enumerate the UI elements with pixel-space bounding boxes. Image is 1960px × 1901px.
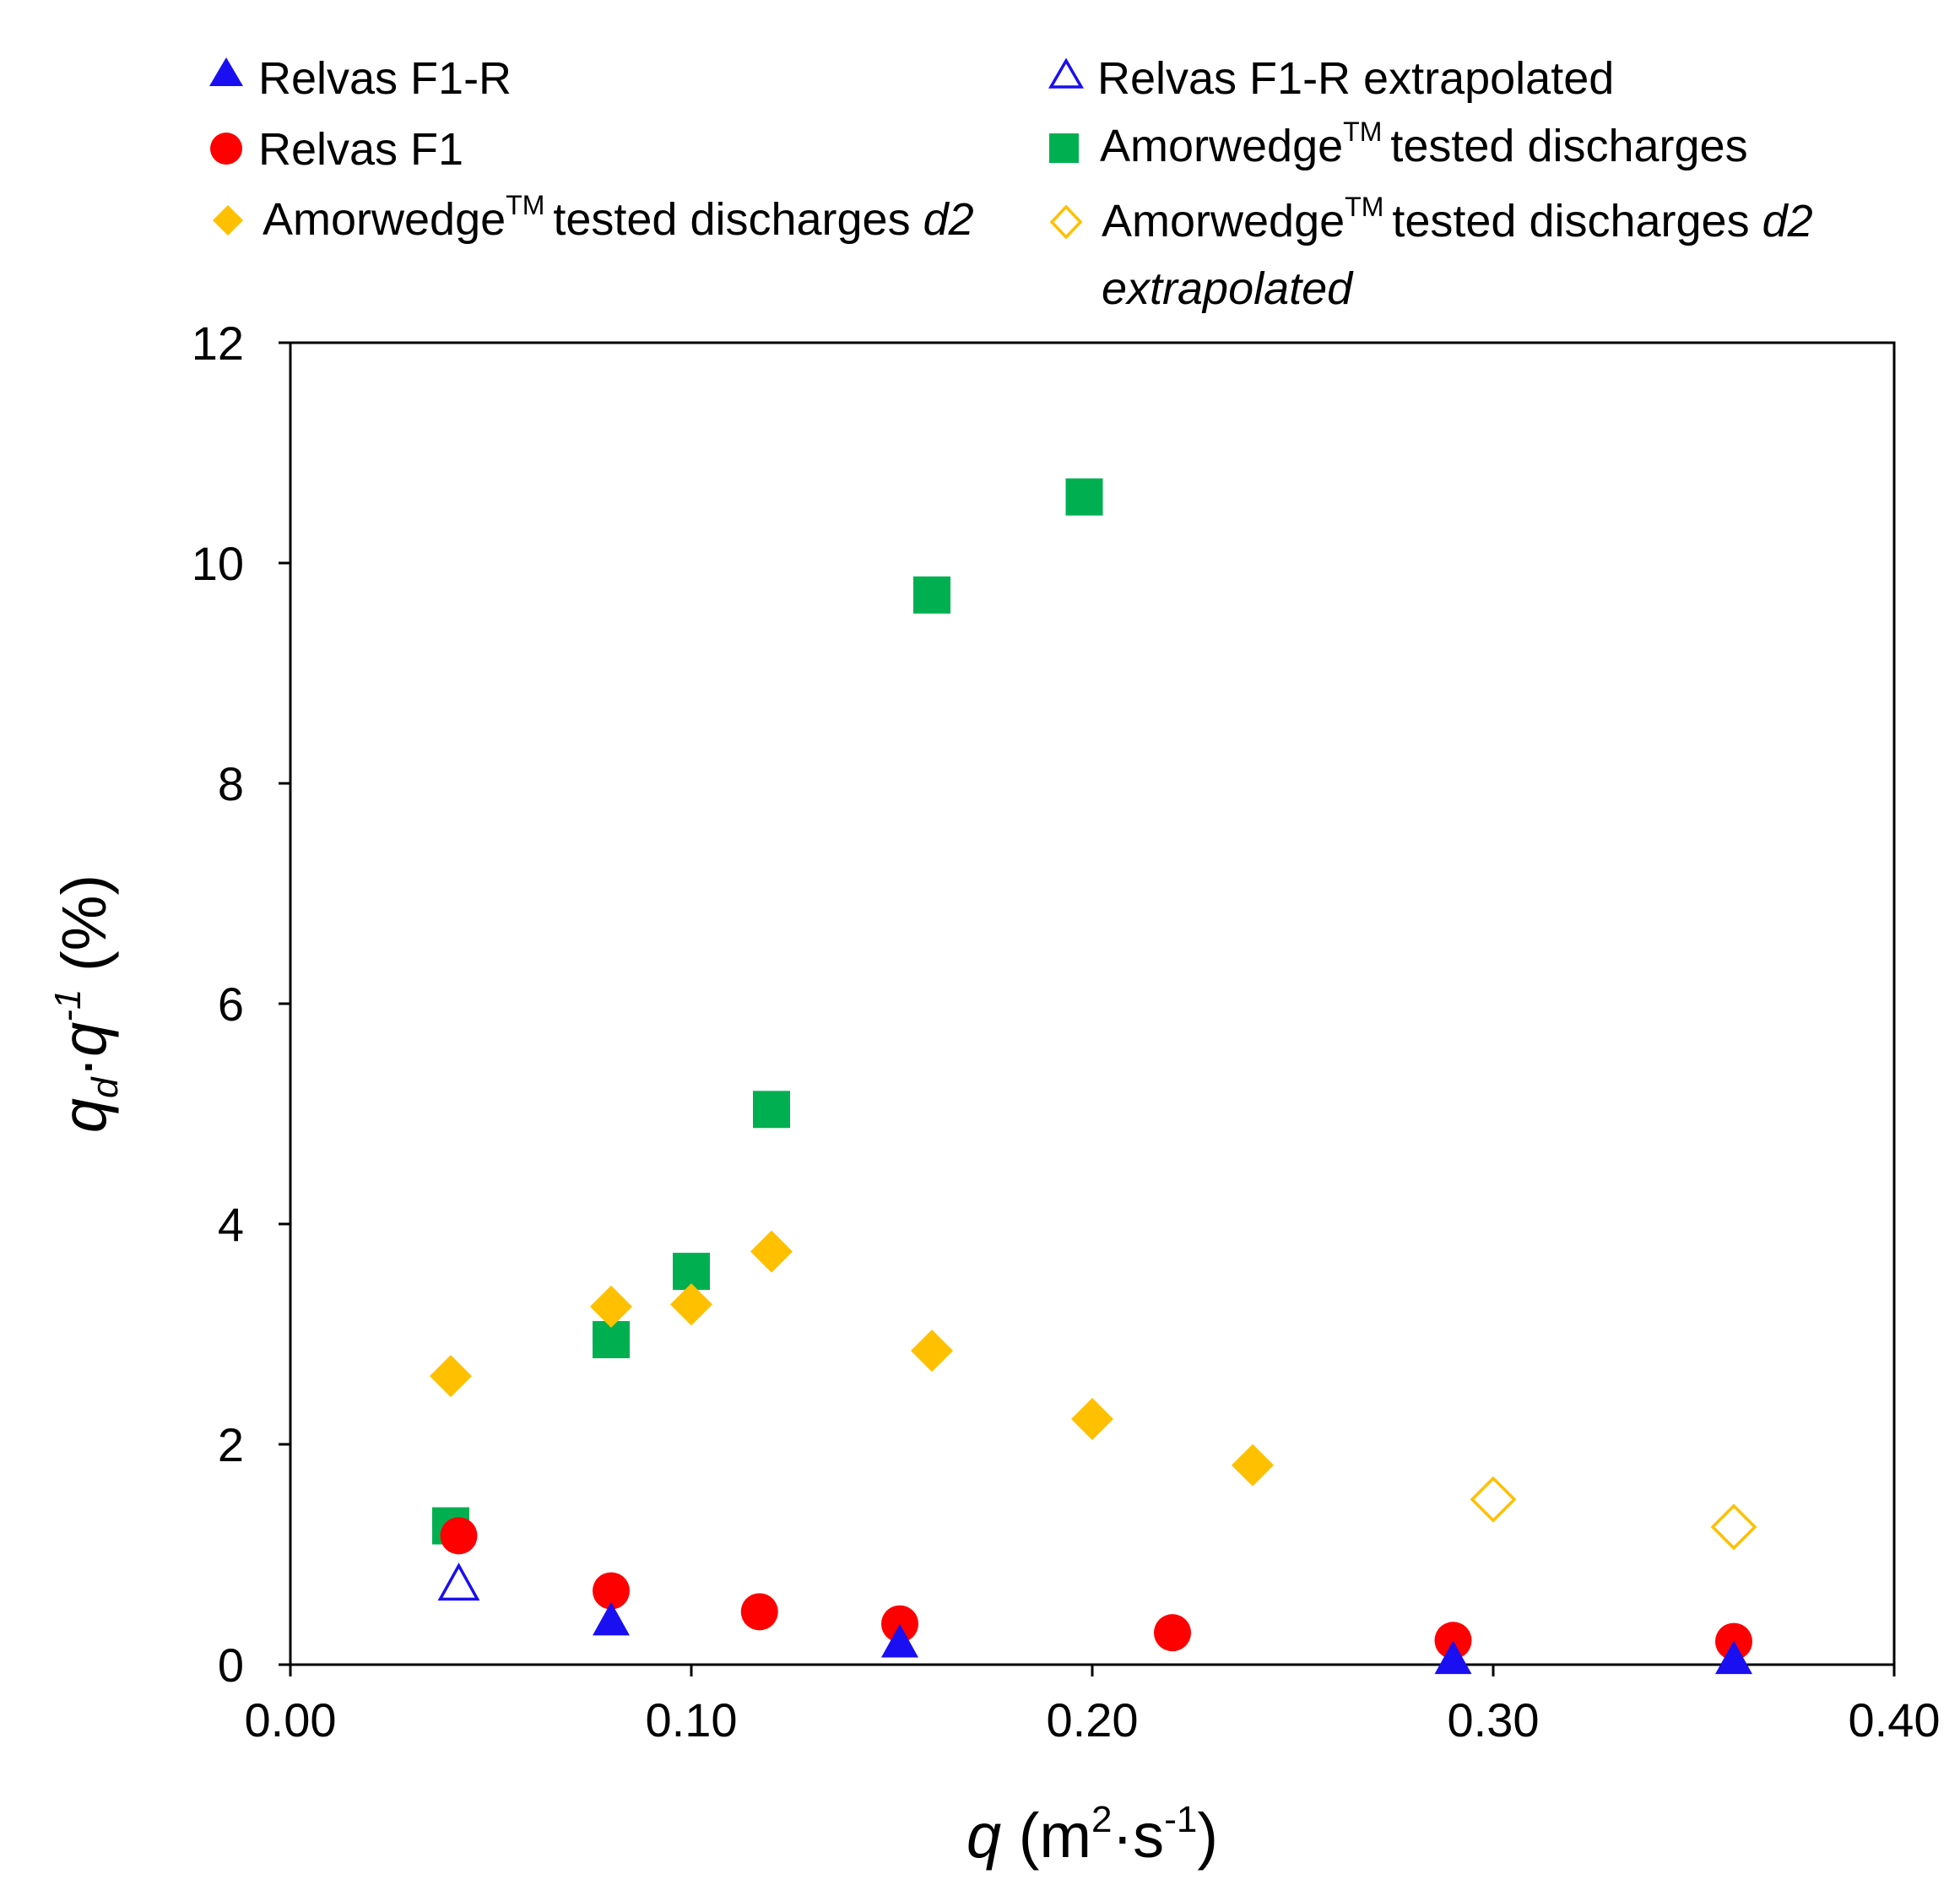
data-point-f1r — [1715, 1640, 1752, 1675]
data-point-f1r_ext — [437, 1563, 480, 1601]
legend-marker-filled-triangle — [209, 57, 243, 86]
legend-label-amorwedge-d2: AmorwedgeTM tested discharges d2 — [263, 190, 974, 245]
legend-item-relvas-f1-r: Relvas F1-R — [209, 53, 512, 104]
legend-label-amorwedge-d2-ext-italic: d2 — [1762, 196, 1813, 246]
data-point-amor_d2_ext — [1470, 1476, 1517, 1523]
data-point-amor — [913, 576, 950, 614]
x-axis-title-open: (m — [1001, 1801, 1091, 1871]
legend-label-amorwedge-d2-extrapolated-line2: extrapolated — [1102, 263, 1354, 314]
data-point-f1r — [1434, 1640, 1472, 1675]
legend-label-amorwedge-d2-ext-main: Amorwedge — [1102, 196, 1345, 246]
data-point-amor_d2 — [1232, 1443, 1274, 1487]
y-axis-title-dot: · — [49, 1057, 119, 1078]
legend-label-amorwedge-d2-ext-rest: tested discharges — [1392, 196, 1762, 246]
plot-area — [289, 341, 1896, 1666]
legend-marker-filled-diamond — [213, 205, 243, 236]
legend-marker-square — [1049, 133, 1079, 163]
data-point-amor_d2 — [1071, 1397, 1113, 1440]
legend-label-amorwedge-d2-main: Amorwedge — [263, 194, 506, 245]
x-tick-label: 0.30 — [1448, 1693, 1540, 1747]
legend-label-amorwedge-rest: tested discharges — [1390, 121, 1747, 171]
y-tick-label: 6 — [218, 978, 244, 1031]
legend-label-amorwedge-sup: TM — [1343, 116, 1382, 147]
x-tick-label: 0.10 — [646, 1693, 738, 1747]
y-axis-title-rest: (%) — [49, 875, 119, 989]
legend-marker-open-triangle — [1048, 57, 1085, 89]
legend-label-amorwedge-d2-extrapolated: AmorwedgeTM tested discharges d2 — [1102, 192, 1813, 246]
data-point-amor_d2_ext — [1710, 1503, 1757, 1551]
y-axis-title-sup: -1 — [47, 989, 89, 1022]
legend-marker-open-diamond — [1049, 204, 1083, 240]
y-tick-label: 0 — [218, 1638, 244, 1692]
legend: Relvas F1-R Relvas F1 AmorwedgeTM tested … — [209, 53, 1813, 314]
data-point-f1r — [881, 1623, 918, 1658]
legend-label-amorwedge-d2-ext-sup: TM — [1345, 192, 1383, 222]
x-axis-title-close: ) — [1197, 1801, 1218, 1871]
legend-item-amorwedge: AmorwedgeTM tested discharges — [1049, 116, 1748, 171]
data-point-amor_d2 — [670, 1283, 712, 1326]
x-tick-label: 0.40 — [1849, 1693, 1941, 1747]
y-axis-title-sub: d — [84, 1076, 126, 1098]
x-axis-title-dot: ·s — [1113, 1801, 1165, 1871]
x-axis-title-sup2: -1 — [1164, 1799, 1197, 1840]
legend-label-amorwedge-main: Amorwedge — [1100, 121, 1343, 171]
data-point-amor — [1065, 478, 1103, 516]
data-point-f1 — [1154, 1614, 1191, 1652]
x-axis: 0.00 0.10 0.20 0.30 0.40 — [245, 1665, 1941, 1747]
legend-item-relvas-f1: Relvas F1 — [210, 124, 463, 175]
data-point-f1 — [593, 1572, 630, 1610]
legend-label-relvas-f1-r-extrapolated: Relvas F1-R extrapolated — [1097, 53, 1614, 104]
data-point-f1 — [440, 1517, 478, 1555]
data-point-amor_d2 — [750, 1230, 793, 1273]
data-point-f1 — [740, 1593, 778, 1631]
legend-item-relvas-f1-r-extrapolated: Relvas F1-R extrapolated — [1048, 53, 1614, 104]
legend-marker-circle — [210, 133, 242, 165]
y-axis-title-var2: q — [49, 1022, 119, 1057]
x-tick-label: 0.00 — [245, 1693, 337, 1747]
y-tick-label: 2 — [218, 1418, 244, 1471]
legend-label-relvas-f1: Relvas F1 — [258, 124, 463, 175]
legend-item-amorwedge-d2: AmorwedgeTM tested discharges d2 — [213, 190, 974, 245]
legend-label-amorwedge-d2-italic: d2 — [923, 194, 974, 245]
legend-item-amorwedge-d2-extrapolated: AmorwedgeTM tested discharges d2 extrapol… — [1049, 192, 1813, 314]
legend-label-relvas-f1-r: Relvas F1-R — [258, 53, 512, 104]
data-point-amor — [753, 1091, 790, 1129]
legend-label-amorwedge-d2-sup: TM — [506, 190, 544, 220]
data-point-f1 — [881, 1605, 918, 1643]
x-axis-title: q (m2·s-1) — [966, 1799, 1218, 1871]
x-axis-title-var: q — [966, 1801, 1001, 1871]
y-axis-title-var1: q — [49, 1098, 119, 1133]
y-tick-label: 4 — [218, 1198, 244, 1251]
y-axis: 0 2 4 6 8 10 12 — [192, 317, 290, 1692]
y-tick-label: 10 — [192, 537, 244, 590]
data-point-f1 — [1434, 1622, 1472, 1660]
data-point-amor_d2 — [911, 1330, 953, 1373]
x-tick-label: 0.20 — [1047, 1693, 1139, 1747]
data-point-amor_d2 — [590, 1285, 632, 1328]
x-axis-title-sup1: 2 — [1091, 1799, 1112, 1840]
data-points — [430, 478, 1757, 1675]
y-tick-label: 8 — [218, 757, 244, 810]
y-tick-label: 12 — [192, 317, 244, 370]
data-point-amor_d2 — [430, 1355, 472, 1398]
legend-label-amorwedge-d2-rest: tested discharges — [553, 194, 923, 245]
legend-label-amorwedge: AmorwedgeTM tested discharges — [1100, 116, 1748, 171]
y-axis-title: qd·q-1 (%) — [47, 875, 126, 1133]
data-point-f1r — [593, 1601, 630, 1636]
